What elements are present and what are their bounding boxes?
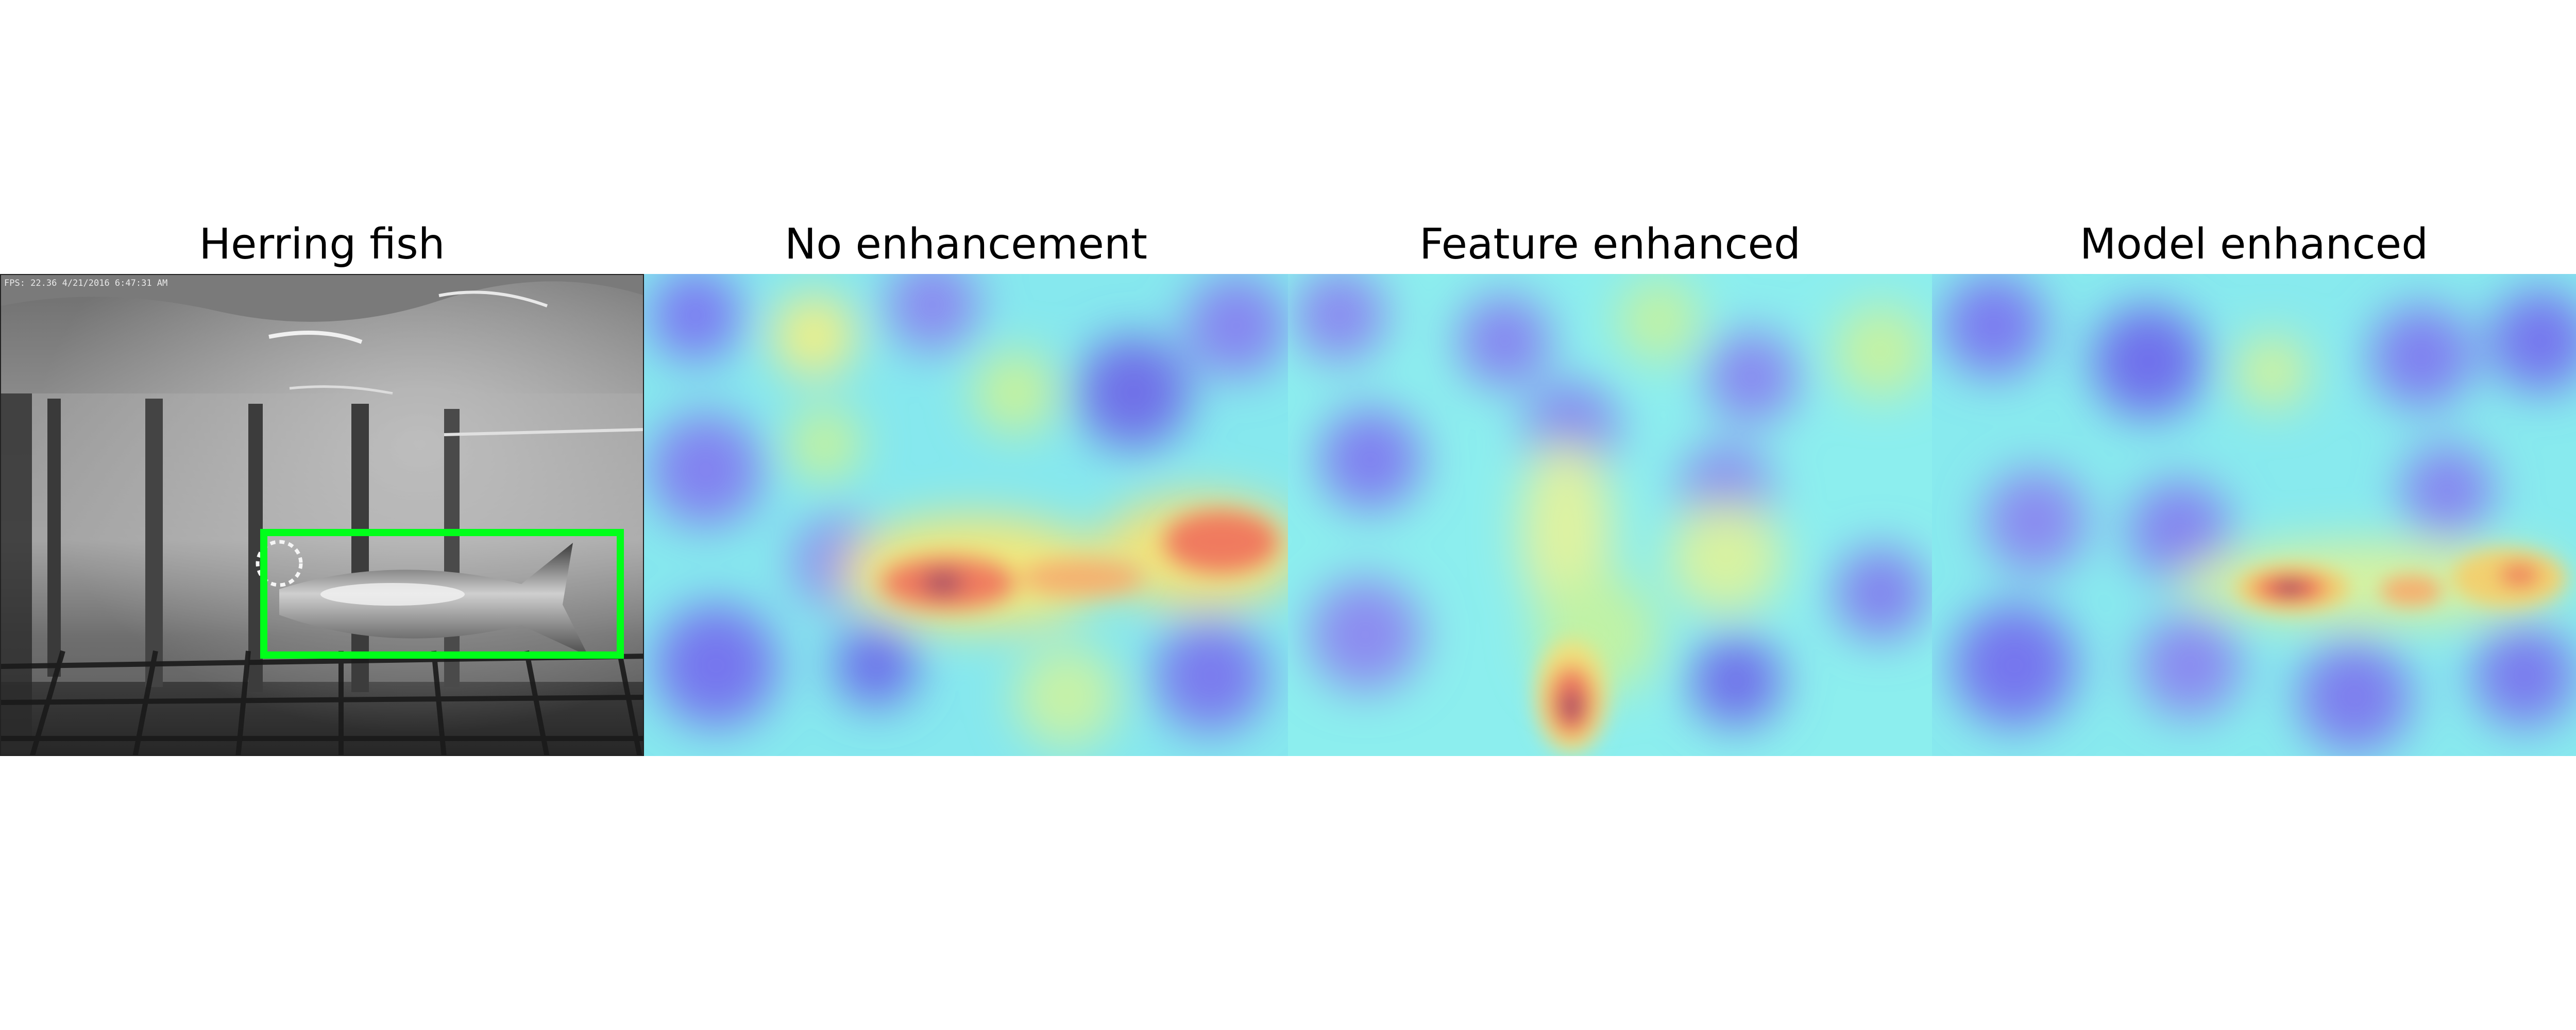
heatmap-feature-enhanced [1288,274,1932,756]
dashed-circle-marker [256,540,303,587]
title-feature-enhanced: Feature enhanced [1419,220,1801,269]
title-herring-fish: Herring fish [199,220,445,269]
heatmap-no-enhancement [644,274,1288,756]
detection-box [260,529,624,659]
herring-photo: FPS: 22.36 4/21/2016 6:47:31 AM [0,274,644,756]
heatmap-model-enhanced [1932,274,2576,756]
timestamp-overlay: FPS: 22.36 4/21/2016 6:47:31 AM [4,278,168,288]
title-model-enhanced: Model enhanced [2079,220,2429,269]
title-no-enhancement: No enhancement [784,220,1148,269]
